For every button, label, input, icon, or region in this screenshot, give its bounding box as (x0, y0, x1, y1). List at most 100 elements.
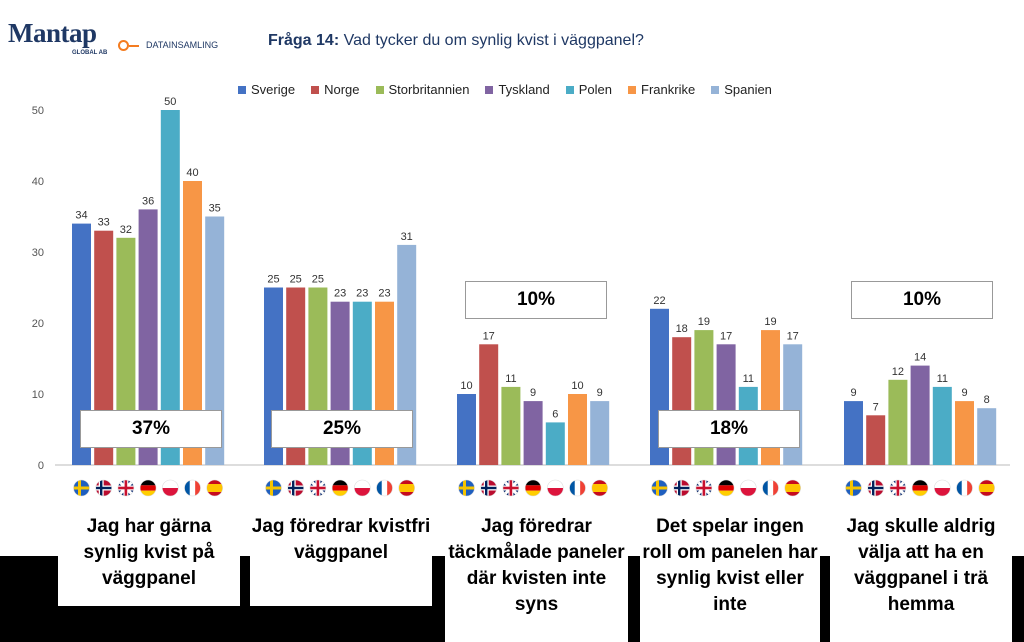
flag-outline (331, 479, 349, 497)
flag-poland-icon (354, 480, 371, 496)
average-box: 10% (851, 281, 993, 319)
flag-outline (762, 479, 779, 497)
bar (160, 110, 180, 465)
flag-germany-icon (332, 480, 349, 496)
y-tick-label: 20 (32, 318, 44, 330)
data-label: 11 (937, 373, 948, 385)
flag-outline (739, 479, 757, 497)
flag-france-icon (956, 480, 973, 496)
data-label: 9 (961, 387, 967, 399)
data-label: 19 (698, 316, 710, 328)
category-label: Jag föredrar kvistfri väggpanel (250, 500, 432, 606)
bar (545, 422, 565, 465)
logo-line-icon (129, 45, 139, 47)
data-label: 23 (378, 288, 390, 300)
average-box: 25% (271, 410, 413, 448)
legend-swatch (238, 85, 246, 94)
flag-sweden-icon (651, 480, 668, 496)
y-tick-label: 40 (32, 176, 44, 188)
data-label: 12 (892, 366, 904, 378)
flag-poland-icon (740, 480, 757, 496)
data-label: 36 (142, 195, 154, 207)
flag-poland-icon (162, 480, 179, 496)
flag-outline (695, 479, 713, 497)
page-title: Fråga 14: Vad tycker du om synlig kvist … (268, 32, 644, 50)
legend-swatch (485, 85, 494, 94)
flag-outline (139, 479, 157, 497)
bar (72, 223, 91, 465)
flag-outline (162, 479, 179, 497)
legend-item: Norge (311, 82, 360, 97)
legend-swatch (311, 85, 320, 94)
flag-outline (591, 479, 609, 497)
bar (844, 401, 863, 465)
flag-sweden-icon (73, 480, 90, 496)
data-label: 11 (743, 373, 754, 385)
bar (568, 394, 587, 465)
flag-germany-icon (912, 480, 929, 496)
legend-item: Frankrike (628, 82, 695, 97)
flag-outline (784, 479, 802, 497)
bar (205, 216, 225, 465)
logo-subtitle: GLOBAL AB (72, 50, 108, 56)
data-label: 18 (676, 323, 688, 335)
flag-sweden-icon (845, 480, 862, 496)
flag-germany-icon (525, 480, 542, 496)
flag-outline (978, 479, 996, 497)
flag-spain-icon (784, 480, 801, 496)
flag-outline (911, 479, 929, 497)
legend-label: Tyskland (498, 82, 550, 97)
flag-outline (956, 479, 973, 497)
bar (523, 401, 543, 465)
flag-outline (309, 479, 327, 497)
flag-outline (73, 479, 90, 497)
data-label: 35 (209, 203, 221, 215)
data-label: 50 (164, 96, 176, 108)
bar (138, 209, 158, 465)
chart-legend: Sverige Norge Storbritannien Tyskland Polen F… (238, 82, 788, 97)
bar (501, 386, 521, 465)
legend-label: Spanien (724, 82, 772, 97)
flag-outline (206, 479, 223, 497)
data-label: 10 (460, 380, 472, 392)
legend-swatch (375, 85, 384, 94)
data-label: 40 (186, 167, 198, 179)
bar (94, 230, 114, 465)
flag-outline (673, 479, 691, 497)
bar (932, 386, 952, 465)
flag-uk-icon (695, 480, 712, 496)
y-tick-label: 50 (32, 105, 44, 117)
flag-norway-icon (480, 480, 497, 496)
data-label: 25 (312, 274, 324, 286)
flag-poland-icon (547, 480, 564, 496)
bar (977, 408, 997, 465)
data-label: 9 (530, 387, 536, 399)
flag-outline (546, 479, 564, 497)
flag-norway-icon (287, 480, 304, 496)
data-label: 10 (571, 380, 583, 392)
flag-uk-icon (502, 480, 519, 496)
flag-uk-icon (889, 480, 906, 496)
flag-spain-icon (978, 480, 995, 496)
legend-label: Sverige (251, 82, 296, 97)
data-label: 11 (505, 373, 516, 385)
data-label: 17 (787, 330, 799, 342)
bar (888, 379, 908, 465)
flag-norway-icon (673, 480, 690, 496)
data-label: 14 (914, 352, 926, 364)
flag-outline (265, 479, 282, 497)
bar (457, 394, 476, 465)
flag-sweden-icon (265, 480, 282, 496)
data-label: 9 (850, 387, 856, 399)
data-label: 33 (98, 217, 110, 229)
bar (955, 401, 974, 465)
category-label: Jag har gärna synlig kvist på väggpanel (58, 500, 240, 606)
flag-france-icon (569, 480, 586, 496)
data-label: 31 (401, 231, 413, 243)
data-label: 9 (597, 387, 603, 399)
category-label: Jag föredrar täckmålade paneler där kvis… (445, 500, 628, 642)
flag-outline (502, 479, 520, 497)
legend-swatch (565, 85, 574, 94)
flag-outline (117, 479, 135, 497)
average-box: 37% (80, 410, 222, 448)
